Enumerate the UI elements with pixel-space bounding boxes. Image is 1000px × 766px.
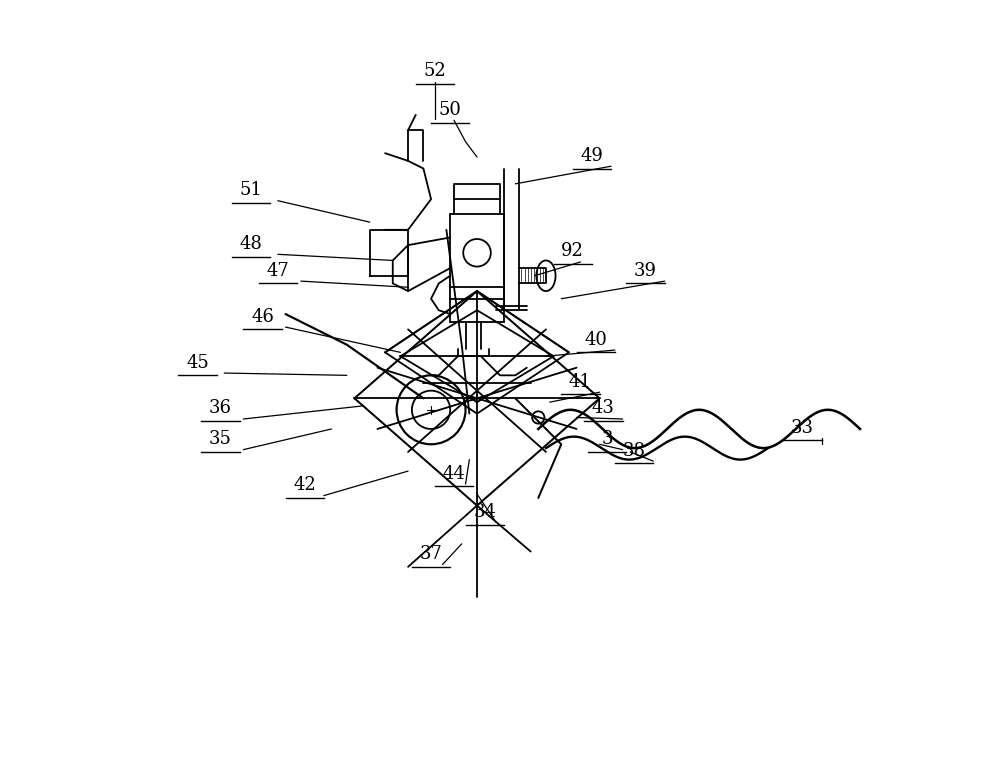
Text: 44: 44: [443, 465, 465, 483]
Text: 35: 35: [209, 430, 232, 448]
Text: 40: 40: [584, 331, 607, 349]
Text: 48: 48: [240, 235, 262, 253]
Text: 36: 36: [209, 400, 232, 417]
Text: 37: 37: [420, 545, 442, 563]
Text: 46: 46: [251, 308, 274, 326]
Text: 43: 43: [592, 400, 615, 417]
Text: 92: 92: [561, 243, 584, 260]
Text: 52: 52: [424, 63, 446, 80]
Text: 42: 42: [293, 476, 316, 494]
Text: 39: 39: [634, 262, 657, 280]
Text: 47: 47: [266, 262, 289, 280]
Text: 3: 3: [601, 430, 613, 448]
Text: 33: 33: [791, 419, 814, 437]
Text: 34: 34: [473, 503, 496, 521]
Text: 38: 38: [623, 442, 646, 460]
Text: 50: 50: [439, 101, 462, 119]
Text: 51: 51: [240, 182, 262, 199]
Text: 49: 49: [580, 147, 603, 165]
Text: 45: 45: [186, 354, 209, 372]
Text: 41: 41: [569, 373, 592, 391]
